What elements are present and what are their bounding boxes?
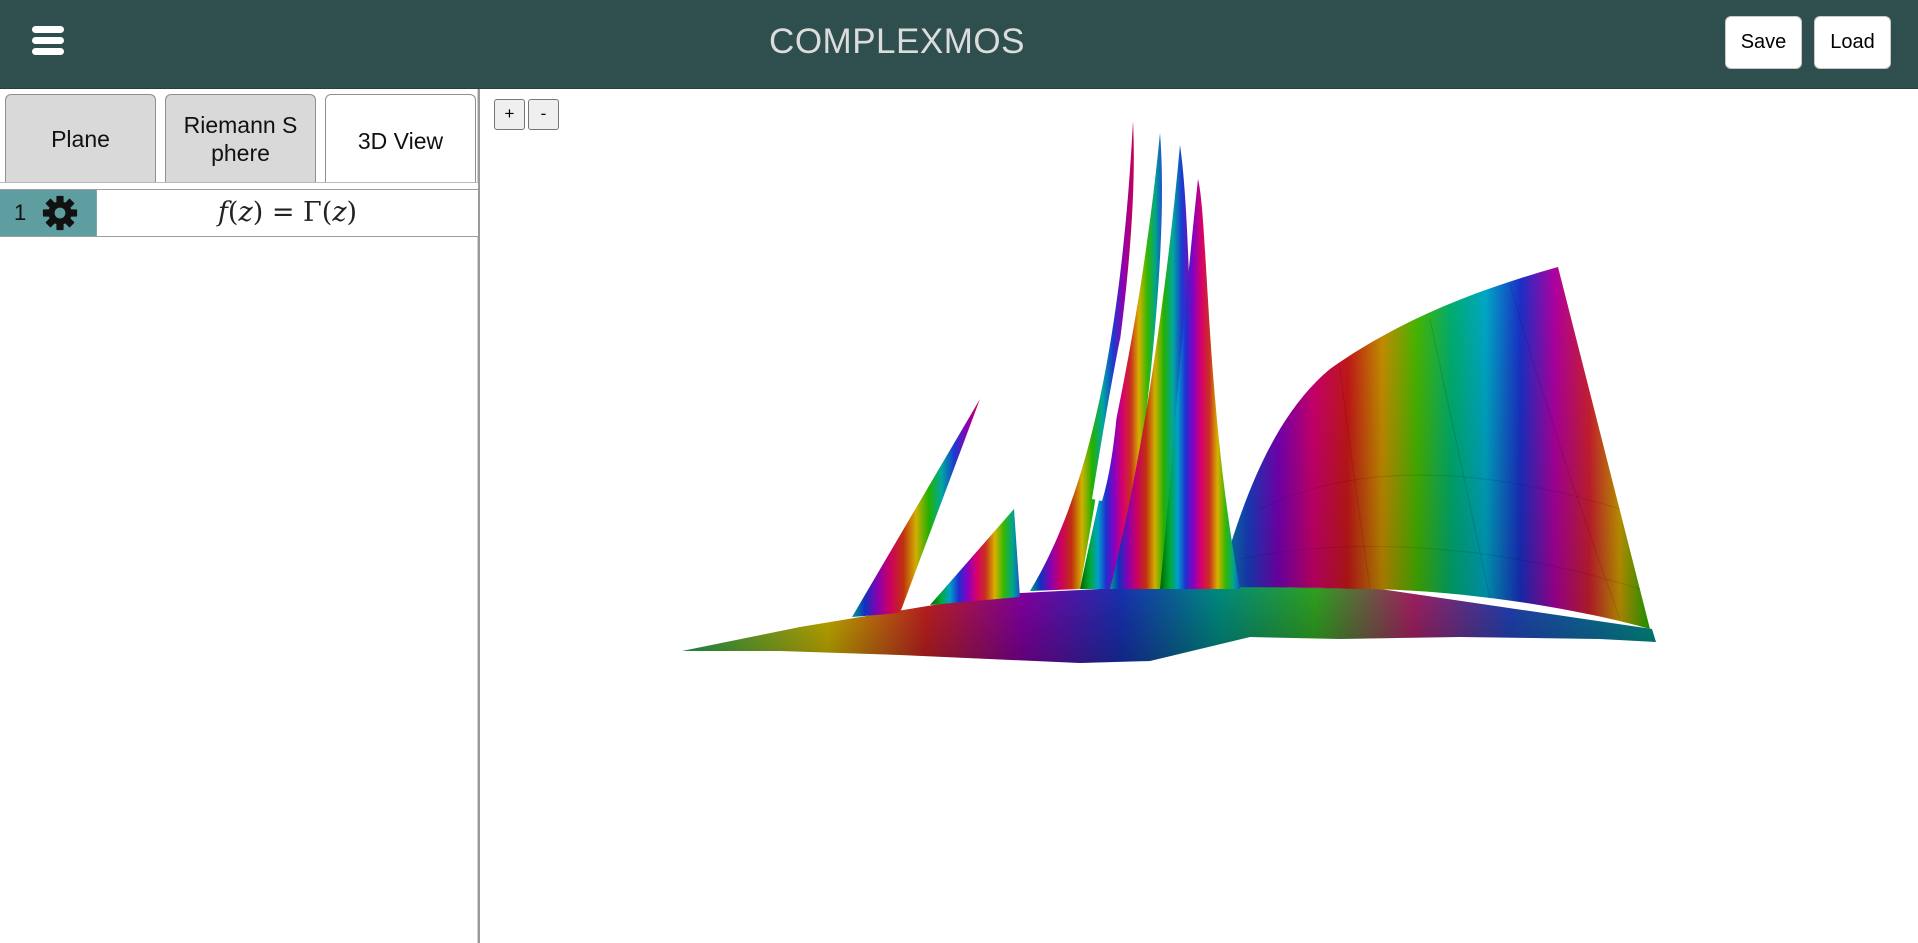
zoom-in-button[interactable]: + [494, 99, 525, 130]
tab-plane-label: Plane [51, 125, 110, 152]
tab-riemann-sphere-label: Riemann Sphere [183, 111, 298, 166]
tab-3d-view-label: 3D View [357, 127, 444, 154]
tab-divider [0, 182, 478, 189]
gear-icon[interactable] [40, 195, 80, 231]
expression-index: 1 [14, 200, 27, 225]
expression-tab: 1 [0, 190, 97, 236]
expression-row: 1 f( [0, 189, 478, 237]
load-button[interactable]: Load [1814, 16, 1891, 69]
save-button[interactable]: Save [1725, 16, 1802, 69]
formula-function-name: f [217, 197, 228, 228]
hamburger-menu-icon[interactable] [28, 22, 70, 60]
3d-viewport[interactable]: + - [480, 89, 1918, 943]
tab-plane[interactable]: Plane [5, 94, 156, 182]
surface-spike-tall-2 [1080, 133, 1162, 589]
formula-gamma: Γ [303, 197, 322, 228]
surface-spike-tall-1 [1030, 121, 1134, 591]
tab-riemann-sphere[interactable]: Riemann Sphere [165, 94, 316, 182]
gamma-surface-plot[interactable] [480, 89, 1918, 943]
app-title: COMPLEXMOS [769, 22, 1025, 61]
zoom-out-button[interactable]: - [528, 99, 559, 130]
formula-argument: z [238, 197, 253, 228]
app-header: COMPLEXMOS Save Load [0, 0, 1918, 89]
surface-spike-tall-4 [1160, 179, 1240, 589]
expression-input[interactable]: f(z) = Γ(z) [217, 197, 358, 228]
formula-argument-rhs: z [332, 197, 347, 228]
tab-3d-view[interactable]: 3D View [325, 94, 476, 186]
surface-spike-small-2 [930, 509, 1020, 605]
expression-sidebar: Plane Riemann Sphere 3D View 1 [0, 89, 480, 943]
formula-equals: = [271, 197, 295, 228]
surface-spike-small-1 [852, 399, 980, 617]
